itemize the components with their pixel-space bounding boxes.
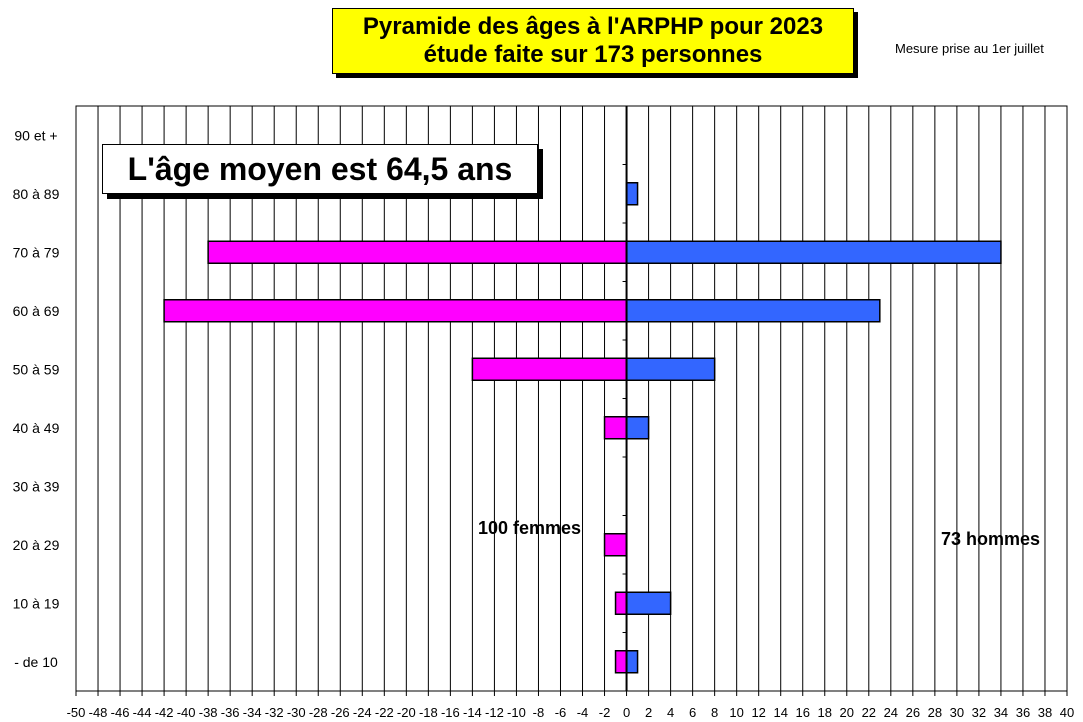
x-tick-label: 0 bbox=[623, 705, 630, 720]
bar-men bbox=[625, 240, 1002, 264]
bar-women bbox=[614, 591, 628, 615]
bar-men bbox=[625, 357, 716, 381]
category-label: 60 à 69 bbox=[13, 303, 60, 319]
x-tick-label: 14 bbox=[773, 705, 787, 720]
x-tick-label: 18 bbox=[818, 705, 832, 720]
x-tick-label: 38 bbox=[1038, 705, 1052, 720]
x-tick-label: -40 bbox=[177, 705, 196, 720]
x-tick-label: 16 bbox=[795, 705, 809, 720]
bar-women bbox=[207, 240, 628, 264]
x-tick-label: -20 bbox=[397, 705, 416, 720]
chart-title-box: Pyramide des âges à l'ARPHP pour 2023 ét… bbox=[332, 8, 854, 74]
x-tick-label: 4 bbox=[667, 705, 674, 720]
x-tick-label: 20 bbox=[840, 705, 854, 720]
x-tick-label: -26 bbox=[331, 705, 350, 720]
x-tick-label: -36 bbox=[221, 705, 240, 720]
x-tick-label: -2 bbox=[599, 705, 611, 720]
x-tick-label: 28 bbox=[928, 705, 942, 720]
bar-women bbox=[471, 357, 628, 381]
bar-men bbox=[625, 182, 639, 206]
category-label: 20 à 29 bbox=[13, 537, 60, 553]
x-tick-label: -8 bbox=[533, 705, 545, 720]
x-tick-label: -50 bbox=[67, 705, 86, 720]
x-tick-label: -30 bbox=[287, 705, 306, 720]
x-tick-label: 12 bbox=[751, 705, 765, 720]
average-age-label: L'âge moyen est 64,5 ans bbox=[127, 150, 513, 187]
category-label: 50 à 59 bbox=[13, 361, 60, 377]
x-tick-label: 32 bbox=[972, 705, 986, 720]
x-tick-label: 24 bbox=[884, 705, 898, 720]
x-tick-label: 30 bbox=[950, 705, 964, 720]
x-tick-label: -24 bbox=[353, 705, 372, 720]
plot-area-border bbox=[75, 105, 1068, 692]
x-tick-label: -4 bbox=[577, 705, 589, 720]
x-tick-label: -32 bbox=[265, 705, 284, 720]
x-tick-label: -12 bbox=[485, 705, 504, 720]
x-tick-label: 10 bbox=[729, 705, 743, 720]
x-tick-label: -10 bbox=[507, 705, 526, 720]
x-tick-label: -38 bbox=[199, 705, 218, 720]
x-tick-label: -14 bbox=[463, 705, 482, 720]
x-tick-label: 40 bbox=[1060, 705, 1074, 720]
x-tick-label: 8 bbox=[711, 705, 718, 720]
women-count-label: 100 femmes bbox=[478, 518, 581, 538]
bar-women bbox=[163, 299, 628, 323]
category-label: - de 10 bbox=[14, 654, 58, 670]
x-tick-label: -18 bbox=[419, 705, 438, 720]
x-tick-label: -34 bbox=[243, 705, 262, 720]
x-tick-label: -16 bbox=[441, 705, 460, 720]
category-label: 10 à 19 bbox=[13, 595, 60, 611]
category-label: 30 à 39 bbox=[13, 478, 60, 494]
bar-men bbox=[625, 591, 672, 615]
x-tick-label: 22 bbox=[862, 705, 876, 720]
bar-women bbox=[614, 650, 628, 674]
measurement-note: Mesure prise au 1er juillet bbox=[895, 41, 1044, 56]
chart-title-line1: Pyramide des âges à l'ARPHP pour 2023 bbox=[362, 13, 824, 40]
bar-women bbox=[603, 416, 628, 440]
category-label: 80 à 89 bbox=[13, 186, 60, 202]
bar-women bbox=[603, 533, 628, 557]
bar-men bbox=[625, 650, 639, 674]
x-tick-label: -42 bbox=[155, 705, 174, 720]
x-tick-label: 34 bbox=[994, 705, 1008, 720]
x-tick-label: 26 bbox=[906, 705, 920, 720]
bar-men bbox=[625, 299, 881, 323]
category-label: 40 à 49 bbox=[13, 420, 60, 436]
x-tick-label: -44 bbox=[133, 705, 152, 720]
x-tick-label: 2 bbox=[645, 705, 652, 720]
men-count-label: 73 hommes bbox=[941, 529, 1040, 549]
bar-men bbox=[625, 416, 650, 440]
x-tick-label: -22 bbox=[375, 705, 394, 720]
x-tick-label: -46 bbox=[111, 705, 130, 720]
x-tick-label: -48 bbox=[89, 705, 108, 720]
x-tick-label: -28 bbox=[309, 705, 328, 720]
category-label: 70 à 79 bbox=[13, 244, 60, 260]
x-tick-label: -6 bbox=[555, 705, 567, 720]
average-age-box: L'âge moyen est 64,5 ans bbox=[102, 144, 538, 194]
x-tick-label: 36 bbox=[1016, 705, 1030, 720]
category-label: 90 et + bbox=[14, 127, 57, 143]
x-tick-label: 6 bbox=[689, 705, 696, 720]
chart-title-line2: étude faite sur 173 personnes bbox=[423, 41, 763, 68]
